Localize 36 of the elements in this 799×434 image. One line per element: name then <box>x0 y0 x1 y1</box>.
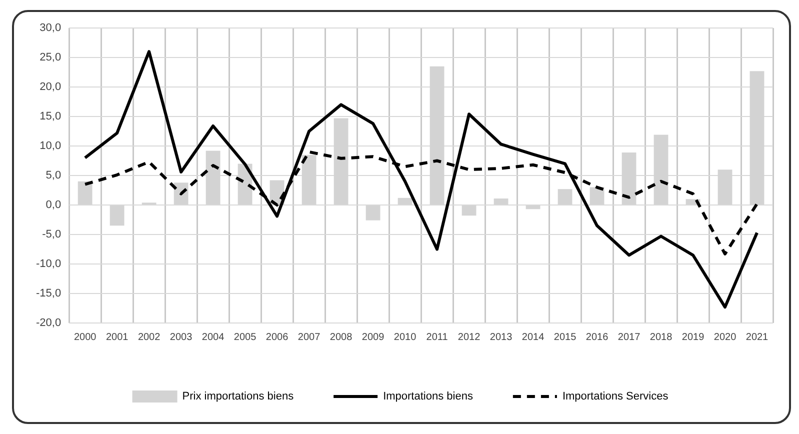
x-tick-label: 2003 <box>170 332 193 343</box>
y-tick-label: 5,0 <box>46 170 62 182</box>
legend-label: Prix importations biens <box>182 390 294 403</box>
x-tick-label: 2016 <box>586 332 609 343</box>
x-tick-label: 2021 <box>746 332 769 343</box>
x-tick-label: 2020 <box>714 332 737 343</box>
x-tick-label: 2012 <box>458 332 481 343</box>
y-tick-label: 10,0 <box>40 140 62 152</box>
x-tick-label: 2006 <box>266 332 289 343</box>
x-tick-label: 2019 <box>682 332 705 343</box>
x-tick-label: 2013 <box>490 332 513 343</box>
x-tick-label: 2010 <box>394 332 417 343</box>
y-tick-label: -10,0 <box>36 258 62 270</box>
x-tick-label: 2015 <box>554 332 577 343</box>
x-tick-label: 2009 <box>362 332 385 343</box>
y-tick-label: -5,0 <box>42 228 62 241</box>
y-tick-label: -20,0 <box>36 317 62 330</box>
x-tick-label: 2014 <box>522 332 545 343</box>
x-tick-label: 2011 <box>426 332 448 343</box>
x-tick-label: 2017 <box>618 332 641 343</box>
x-tick-label: 2005 <box>234 332 257 343</box>
y-tick-label: 20,0 <box>40 81 62 94</box>
legend-label: Importations biens <box>383 390 474 403</box>
x-tick-label: 2007 <box>298 332 321 343</box>
y-tick-label: 30,0 <box>40 22 62 34</box>
y-tick-label: 0,0 <box>46 199 62 212</box>
legend-label: Importations Services <box>562 390 669 403</box>
x-tick-label: 2008 <box>330 332 353 343</box>
x-tick-label: 2001 <box>106 332 129 343</box>
x-tick-label: 2002 <box>138 332 161 343</box>
y-tick-label: 25,0 <box>40 52 62 64</box>
x-tick-label: 2018 <box>650 332 673 343</box>
y-tick-label: 15,0 <box>40 110 62 123</box>
x-tick-label: 2004 <box>202 332 225 343</box>
y-tick-label: -15,0 <box>36 288 62 300</box>
x-tick-label: 2000 <box>74 332 97 343</box>
